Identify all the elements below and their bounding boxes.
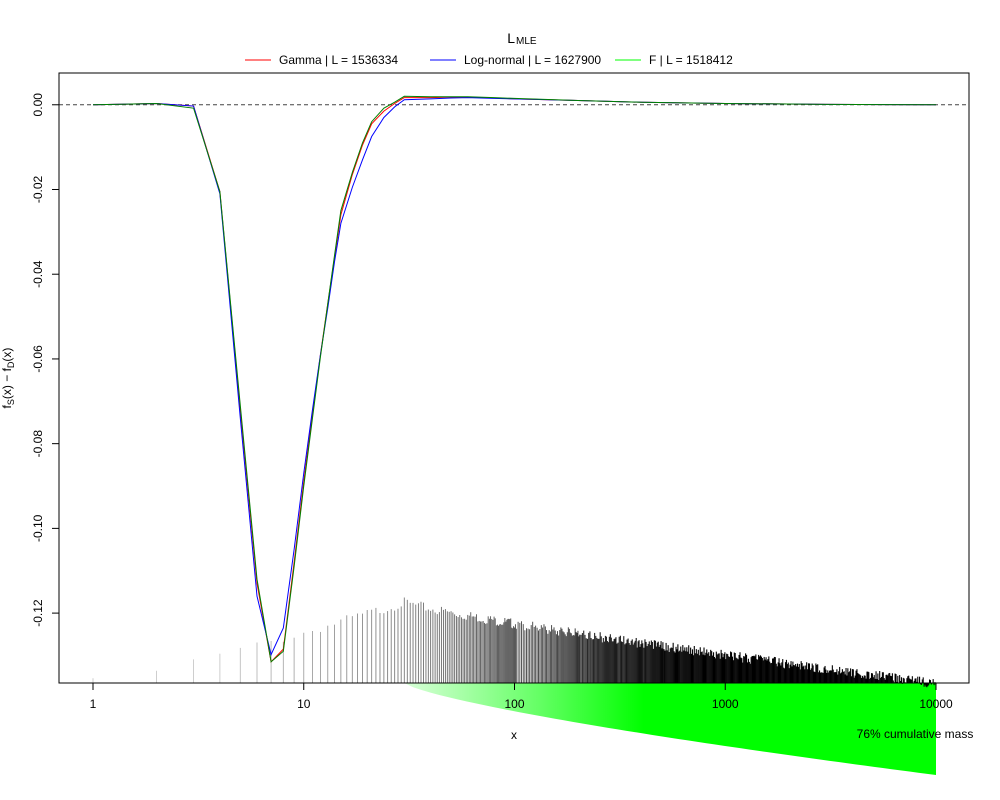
legend-label: Gamma | L = 1536334 [279, 53, 398, 67]
x-tick-label: 10 [297, 697, 311, 711]
y-axis: 0.00 -0.02 -0.04 -0.06 -0.08 -0.10 -0.12 [31, 93, 60, 627]
x-tick-label: 10000 [919, 697, 953, 711]
y-tick-label: -0.12 [31, 599, 45, 627]
series-line-2 [92, 95, 937, 663]
chart-title: L [507, 30, 515, 46]
cumulative-mass-band [404, 683, 936, 775]
y-tick-label: -0.04 [31, 260, 45, 288]
y-tick-label: 0.00 [31, 93, 45, 117]
x-tick-label: 1 [90, 697, 97, 711]
x-axis-label: x [511, 728, 517, 742]
histogram [92, 597, 937, 688]
chart-title-subscript: MLE [516, 36, 537, 47]
y-tick-label: -0.02 [31, 175, 45, 203]
x-tick-label: 100 [504, 697, 524, 711]
x-axis: 1 10 100 1000 10000 [90, 682, 953, 711]
x-tick-label: 1000 [712, 697, 739, 711]
cumulative-mass-label: 76% cumulative mass [857, 727, 974, 741]
y-tick-label: -0.10 [31, 514, 45, 542]
legend-label: F | L = 1518412 [649, 53, 733, 67]
y-axis-label: fS(x) − fD(x) [0, 348, 16, 409]
y-tick-label: -0.08 [31, 430, 45, 458]
y-tick-label: -0.06 [31, 345, 45, 373]
legend-label: Log-normal | L = 1627900 [464, 53, 601, 67]
series-layer [92, 95, 937, 663]
cumulative-mass-area [404, 683, 936, 775]
legend: Gamma | L = 1536334 Log-normal | L = 1627… [245, 53, 733, 67]
svg-text:fS(x) − fD(x): fS(x) − fD(x) [0, 348, 16, 409]
